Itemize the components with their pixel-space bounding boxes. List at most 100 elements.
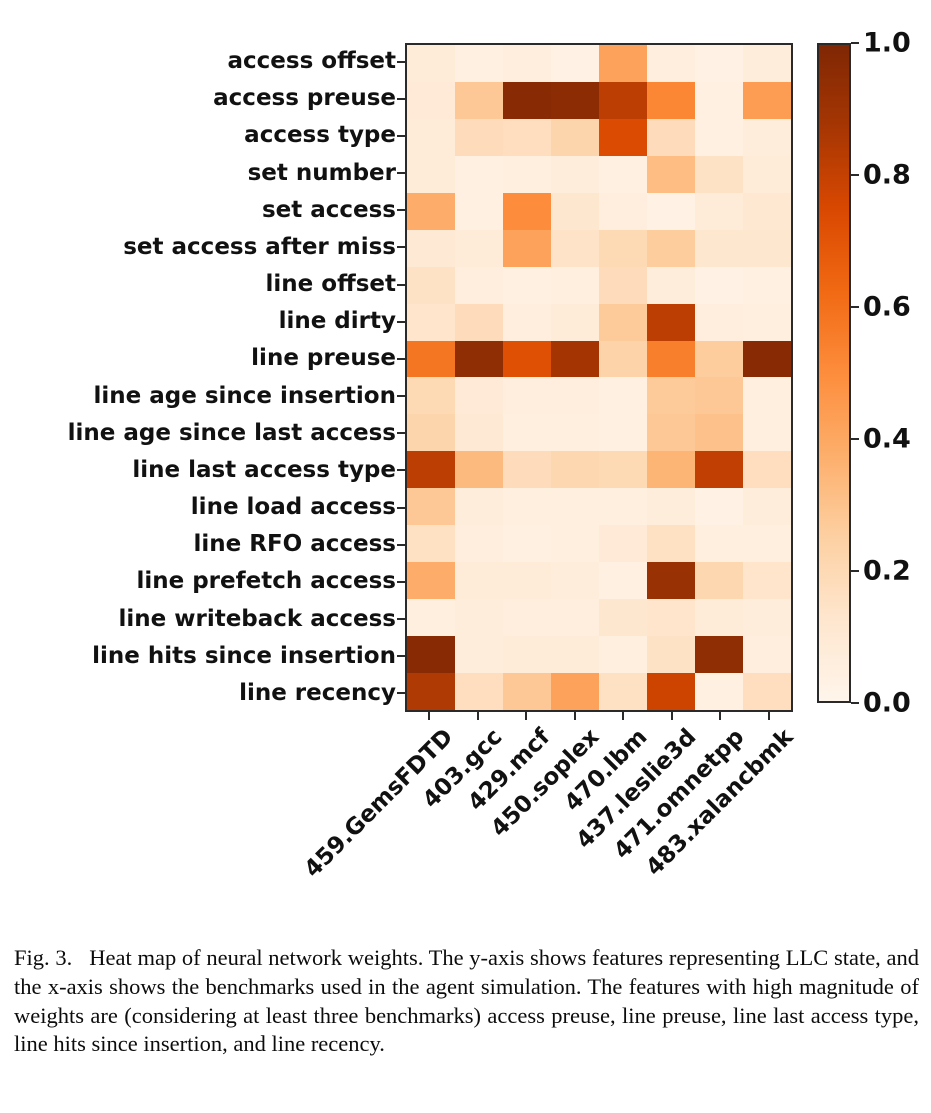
heatmap-cell bbox=[599, 451, 647, 489]
y-tick-label: access preuse bbox=[213, 85, 396, 112]
heatmap-cell bbox=[551, 303, 599, 341]
x-tick-mark bbox=[670, 712, 673, 720]
heatmap-cell bbox=[695, 229, 743, 267]
y-tick-mark bbox=[397, 320, 405, 323]
heatmap-cell bbox=[743, 229, 791, 267]
y-tick-mark bbox=[397, 134, 405, 137]
y-tick-mark bbox=[397, 97, 405, 100]
y-tick-mark bbox=[397, 692, 405, 695]
heatmap-cell bbox=[647, 673, 695, 710]
heatmap-cell bbox=[647, 525, 695, 563]
heatmap-cell bbox=[695, 118, 743, 156]
heatmap-cell bbox=[647, 155, 695, 193]
heatmap-cell bbox=[599, 303, 647, 341]
heatmap-cell bbox=[743, 266, 791, 304]
heatmap-cell bbox=[455, 229, 503, 267]
y-tick-mark bbox=[397, 395, 405, 398]
heatmap-cell bbox=[503, 599, 551, 637]
heatmap-cell bbox=[407, 45, 455, 82]
heatmap-cell bbox=[407, 525, 455, 563]
heatmap-cell bbox=[647, 451, 695, 489]
heatmap-cell bbox=[551, 414, 599, 452]
heatmap-cell bbox=[407, 118, 455, 156]
heatmap-cell bbox=[407, 192, 455, 230]
heatmap-cell bbox=[695, 377, 743, 415]
heatmap-cell bbox=[503, 155, 551, 193]
heatmap-cell bbox=[599, 229, 647, 267]
heatmap-cell bbox=[503, 229, 551, 267]
x-tick-mark bbox=[719, 712, 722, 720]
heatmap-cell bbox=[455, 599, 503, 637]
heatmap-cell bbox=[599, 525, 647, 563]
heatmap-cell bbox=[503, 562, 551, 600]
heatmap-cell bbox=[599, 192, 647, 230]
heatmap-cell bbox=[407, 266, 455, 304]
heatmap-cell bbox=[551, 81, 599, 119]
heatmap-cell bbox=[551, 192, 599, 230]
colorbar-tick-mark bbox=[851, 174, 859, 176]
heatmap-cell bbox=[455, 118, 503, 156]
heatmap-cell bbox=[743, 45, 791, 82]
heatmap-cell bbox=[551, 599, 599, 637]
heatmap-cell bbox=[455, 45, 503, 82]
heatmap-cell bbox=[647, 192, 695, 230]
x-tick-mark bbox=[525, 712, 528, 720]
heatmap-cell bbox=[599, 118, 647, 156]
y-tick-mark bbox=[397, 172, 405, 175]
heatmap-cell bbox=[455, 488, 503, 526]
x-tick-mark bbox=[622, 712, 625, 720]
heatmap-cell bbox=[647, 303, 695, 341]
y-tick-mark bbox=[397, 357, 405, 360]
heatmap-cell bbox=[551, 525, 599, 563]
heatmap-cell bbox=[695, 636, 743, 674]
heatmap-figure: access offset access preuse access type set… bbox=[67, 28, 911, 883]
heatmap-cell bbox=[599, 81, 647, 119]
heatmap-cell bbox=[695, 81, 743, 119]
heatmap-cell bbox=[407, 636, 455, 674]
heatmap-cell bbox=[503, 377, 551, 415]
heatmap-cell bbox=[551, 45, 599, 82]
heatmap-cell bbox=[647, 562, 695, 600]
heatmap-cell bbox=[599, 636, 647, 674]
heatmap-cell bbox=[599, 155, 647, 193]
colorbar bbox=[817, 43, 851, 703]
y-tick-mark bbox=[397, 506, 405, 509]
y-tick-label: line age since insertion bbox=[93, 382, 396, 409]
heatmap-cell bbox=[743, 636, 791, 674]
heatmap-cell bbox=[743, 451, 791, 489]
heatmap-cell bbox=[407, 377, 455, 415]
heatmap-cell bbox=[551, 118, 599, 156]
heatmap-cell bbox=[743, 192, 791, 230]
heatmap-cell bbox=[503, 488, 551, 526]
heatmap-cell bbox=[647, 377, 695, 415]
y-tick-mark bbox=[397, 543, 405, 546]
heatmap-cell bbox=[503, 451, 551, 489]
y-tick-label: line recency bbox=[239, 679, 396, 706]
colorbar-tick-mark bbox=[851, 306, 859, 308]
heatmap-cell bbox=[455, 525, 503, 563]
heatmap-cell bbox=[695, 562, 743, 600]
heatmap-cell bbox=[647, 414, 695, 452]
heatmap-cell bbox=[551, 155, 599, 193]
colorbar-tick-label: 0.4 bbox=[863, 423, 911, 455]
heatmap-cell bbox=[455, 266, 503, 304]
heatmap-cell bbox=[407, 229, 455, 267]
heatmap-cell bbox=[695, 673, 743, 710]
y-tick-mark bbox=[397, 246, 405, 249]
y-tick-label: line age since last access bbox=[67, 419, 396, 446]
heatmap-cell bbox=[743, 599, 791, 637]
figure-caption: Fig. 3. Heat map of neural network weigh… bbox=[14, 945, 925, 1057]
heatmap-cell bbox=[407, 340, 455, 378]
heatmap-cell bbox=[695, 525, 743, 563]
heatmap-cell bbox=[743, 673, 791, 710]
heatmap-cell bbox=[743, 488, 791, 526]
x-tick-mark bbox=[476, 712, 479, 720]
heatmap-cell bbox=[743, 81, 791, 119]
y-tick-label: set number bbox=[247, 159, 396, 186]
colorbar-tick-mark bbox=[851, 702, 859, 704]
heatmap-cell bbox=[455, 636, 503, 674]
heatmap-cell bbox=[503, 303, 551, 341]
heatmap-cell bbox=[647, 488, 695, 526]
colorbar-tick-label: 0.0 bbox=[863, 687, 911, 719]
heatmap-cell bbox=[503, 525, 551, 563]
